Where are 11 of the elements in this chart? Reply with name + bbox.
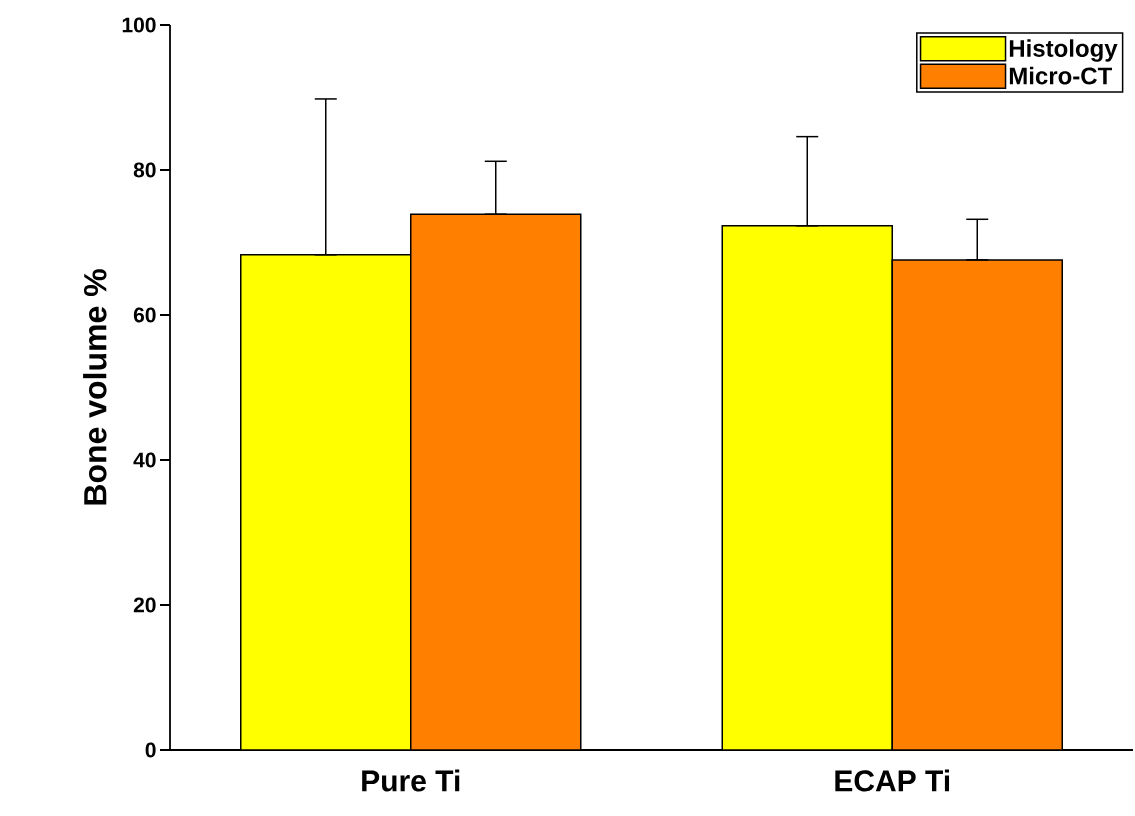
y-tick-label: 0 <box>145 742 156 758</box>
legend-label: Histology <box>1009 39 1118 62</box>
y-tick-label: 20 <box>133 597 156 613</box>
legend-label: Micro-CT <box>1009 66 1113 85</box>
y-tick-label: 60 <box>133 307 156 323</box>
y-tick-label: 80 <box>133 162 156 178</box>
x-tick-label: Pure Ti <box>362 769 460 792</box>
x-tick-label: ECAP Ti <box>835 769 950 792</box>
y-axis-title: Bone volume % <box>83 269 107 505</box>
y-tick-label: 100 <box>122 17 156 33</box>
y-tick-label: 40 <box>133 452 156 468</box>
